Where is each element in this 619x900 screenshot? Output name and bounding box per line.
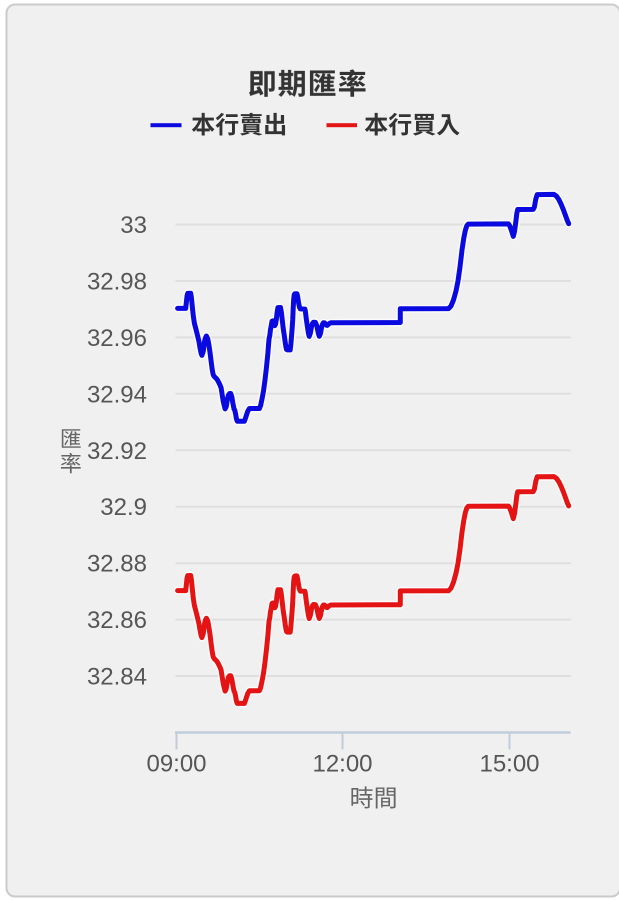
svg-text:32.9: 32.9 [100, 494, 147, 521]
svg-text:32.86: 32.86 [87, 607, 147, 634]
svg-text:12:00: 12:00 [312, 750, 372, 777]
svg-text:32.94: 32.94 [87, 381, 147, 408]
svg-text:32.98: 32.98 [87, 269, 147, 296]
svg-text:09:00: 09:00 [146, 750, 206, 777]
svg-text:32.96: 32.96 [87, 325, 147, 352]
svg-text:32.84: 32.84 [87, 664, 147, 691]
svg-text:32.88: 32.88 [87, 551, 147, 578]
svg-text:15:00: 15:00 [479, 750, 539, 777]
svg-text:33: 33 [120, 212, 147, 239]
svg-text:32.92: 32.92 [87, 438, 147, 465]
